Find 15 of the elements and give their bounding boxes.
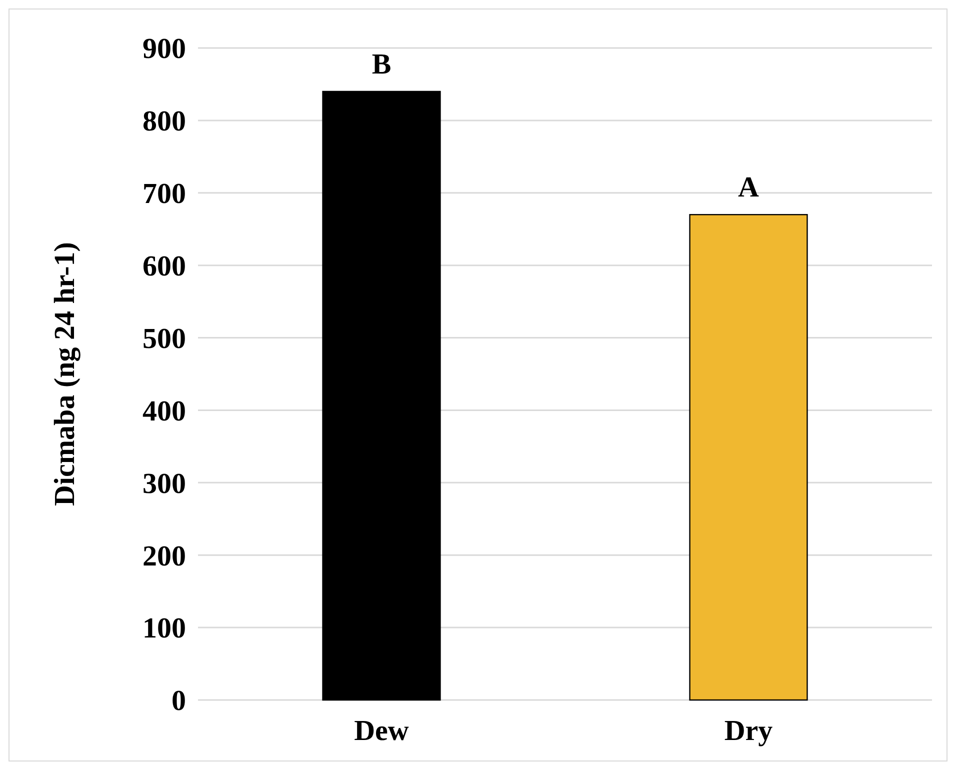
- y-tick-label: 700: [142, 178, 186, 210]
- annotation: B: [372, 48, 392, 80]
- y-axis-title: Dicmaba (ng 24 hr-1): [49, 242, 81, 506]
- y-tick-label: 0: [172, 685, 186, 718]
- y-tick-label: 500: [142, 322, 186, 355]
- y-tick-label: 100: [142, 612, 186, 645]
- y-tick-label: 600: [142, 250, 186, 282]
- annotation: A: [738, 172, 760, 204]
- x-tick-label: Dew: [354, 715, 409, 747]
- y-tick-label: 400: [142, 395, 186, 428]
- y-tick-label: 900: [142, 33, 186, 66]
- y-tick-label: 300: [142, 468, 186, 500]
- x-tick-label: Dry: [724, 715, 774, 747]
- y-tick-label: 800: [142, 106, 186, 138]
- y-tick-label: 200: [142, 540, 186, 572]
